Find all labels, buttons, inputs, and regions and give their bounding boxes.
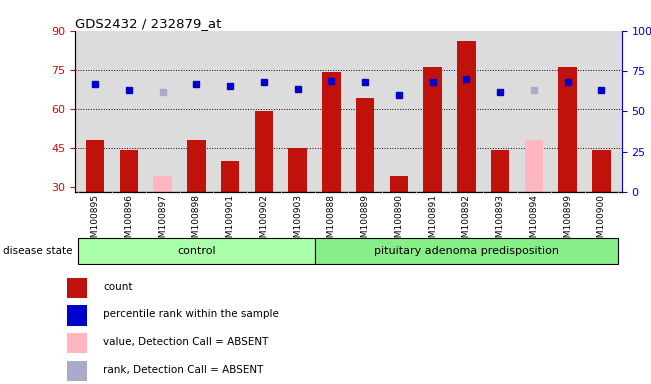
Text: value, Detection Call = ABSENT: value, Detection Call = ABSENT — [104, 337, 269, 347]
Text: GSM100901: GSM100901 — [226, 194, 234, 249]
Text: disease state: disease state — [3, 245, 73, 256]
Bar — [68, 333, 87, 353]
Bar — [187, 140, 206, 192]
Bar — [68, 278, 87, 298]
Bar — [255, 111, 273, 192]
Bar — [221, 161, 240, 192]
Bar — [86, 140, 104, 192]
Bar — [120, 151, 138, 192]
Text: GSM100898: GSM100898 — [192, 194, 201, 249]
Text: rank, Detection Call = ABSENT: rank, Detection Call = ABSENT — [104, 365, 264, 375]
Text: GSM100903: GSM100903 — [293, 194, 302, 249]
Text: GSM100895: GSM100895 — [90, 194, 100, 249]
Text: GSM100890: GSM100890 — [395, 194, 404, 249]
Text: GSM100894: GSM100894 — [529, 194, 538, 249]
Bar — [356, 98, 374, 192]
Text: percentile rank within the sample: percentile rank within the sample — [104, 310, 279, 319]
Bar — [390, 176, 408, 192]
Bar — [314, 238, 618, 263]
Text: GSM100896: GSM100896 — [124, 194, 133, 249]
Text: GSM100897: GSM100897 — [158, 194, 167, 249]
Text: GDS2432 / 232879_at: GDS2432 / 232879_at — [75, 17, 221, 30]
Text: pituitary adenoma predisposition: pituitary adenoma predisposition — [374, 245, 559, 256]
Text: GSM100888: GSM100888 — [327, 194, 336, 249]
Text: GSM100900: GSM100900 — [597, 194, 606, 249]
Bar — [592, 151, 611, 192]
Bar — [288, 148, 307, 192]
Bar — [68, 306, 87, 326]
Text: GSM100899: GSM100899 — [563, 194, 572, 249]
Bar — [322, 72, 340, 192]
Bar — [154, 176, 172, 192]
Bar — [457, 41, 476, 192]
Bar — [525, 140, 543, 192]
Text: GSM100902: GSM100902 — [259, 194, 268, 249]
Bar — [68, 361, 87, 381]
Text: GSM100891: GSM100891 — [428, 194, 437, 249]
Bar — [423, 67, 442, 192]
Bar — [559, 67, 577, 192]
Text: count: count — [104, 281, 133, 291]
Text: control: control — [177, 245, 215, 256]
Text: GSM100892: GSM100892 — [462, 194, 471, 249]
Bar — [491, 151, 510, 192]
Bar — [78, 238, 314, 263]
Text: GSM100889: GSM100889 — [361, 194, 370, 249]
Text: GSM100893: GSM100893 — [495, 194, 505, 249]
